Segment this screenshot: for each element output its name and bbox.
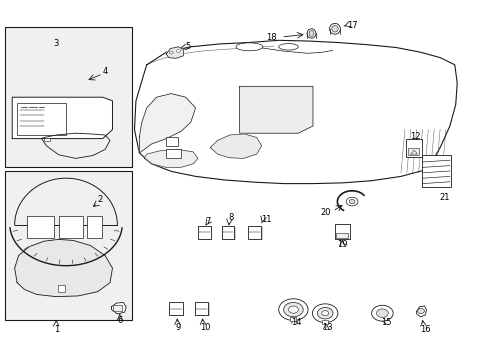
Text: 11: 11 <box>261 215 271 224</box>
Bar <box>196 303 209 316</box>
Polygon shape <box>134 40 456 184</box>
Polygon shape <box>239 86 312 133</box>
Text: 6: 6 <box>117 316 122 325</box>
Circle shape <box>348 199 354 204</box>
Ellipse shape <box>329 23 340 34</box>
Text: 3: 3 <box>54 39 59 48</box>
Polygon shape <box>210 134 261 158</box>
Polygon shape <box>166 47 183 58</box>
Circle shape <box>312 304 337 323</box>
Bar <box>166 149 181 158</box>
Circle shape <box>176 50 180 53</box>
Ellipse shape <box>306 29 315 38</box>
Ellipse shape <box>308 31 313 36</box>
Bar <box>87 216 102 238</box>
Bar <box>336 233 347 238</box>
Polygon shape <box>111 302 126 314</box>
Text: 17: 17 <box>346 21 357 30</box>
Bar <box>166 137 178 146</box>
Text: 21: 21 <box>439 194 449 202</box>
Text: 4: 4 <box>102 68 107 77</box>
Ellipse shape <box>236 43 263 51</box>
Text: 19: 19 <box>336 240 347 249</box>
Polygon shape <box>416 306 426 317</box>
Bar <box>421 155 450 187</box>
Ellipse shape <box>331 26 338 32</box>
Circle shape <box>321 311 328 316</box>
Bar <box>44 138 50 141</box>
Bar <box>248 226 261 239</box>
Bar <box>17 103 66 135</box>
Bar <box>5 27 132 167</box>
Bar <box>199 227 212 240</box>
Bar <box>223 227 235 240</box>
Bar <box>5 171 132 320</box>
Bar <box>290 317 296 321</box>
Text: 5: 5 <box>185 42 190 51</box>
Circle shape <box>371 305 392 321</box>
Circle shape <box>288 306 298 313</box>
Circle shape <box>283 302 303 317</box>
Bar <box>406 139 421 157</box>
Text: 1: 1 <box>54 325 59 334</box>
Bar <box>322 320 327 324</box>
Text: 20: 20 <box>319 208 330 217</box>
Text: 14: 14 <box>290 318 301 327</box>
Bar <box>113 305 122 311</box>
Bar <box>334 224 349 239</box>
Text: 2: 2 <box>98 195 102 204</box>
Bar <box>59 216 83 238</box>
Bar <box>407 148 418 155</box>
Bar <box>169 302 183 315</box>
Text: 12: 12 <box>409 132 420 141</box>
Text: 10: 10 <box>200 323 210 332</box>
Bar <box>27 216 54 238</box>
Bar <box>170 303 184 316</box>
Text: 16: 16 <box>419 325 430 334</box>
Bar <box>58 285 65 292</box>
Ellipse shape <box>278 44 298 50</box>
Polygon shape <box>139 94 195 153</box>
Text: 18: 18 <box>265 33 276 42</box>
Bar <box>221 226 234 239</box>
Polygon shape <box>15 239 112 297</box>
Text: 8: 8 <box>228 213 233 222</box>
Text: 15: 15 <box>380 318 391 327</box>
Text: 13: 13 <box>322 323 332 332</box>
Text: 7: 7 <box>205 217 210 226</box>
Bar <box>249 227 262 240</box>
Circle shape <box>169 51 173 54</box>
Circle shape <box>278 299 307 320</box>
Circle shape <box>346 197 357 206</box>
Text: 9: 9 <box>176 323 181 332</box>
Polygon shape <box>12 97 112 139</box>
Bar <box>198 226 210 239</box>
Circle shape <box>317 307 332 319</box>
Polygon shape <box>144 149 198 167</box>
Bar <box>194 302 208 315</box>
Circle shape <box>417 309 424 314</box>
Circle shape <box>376 309 387 318</box>
